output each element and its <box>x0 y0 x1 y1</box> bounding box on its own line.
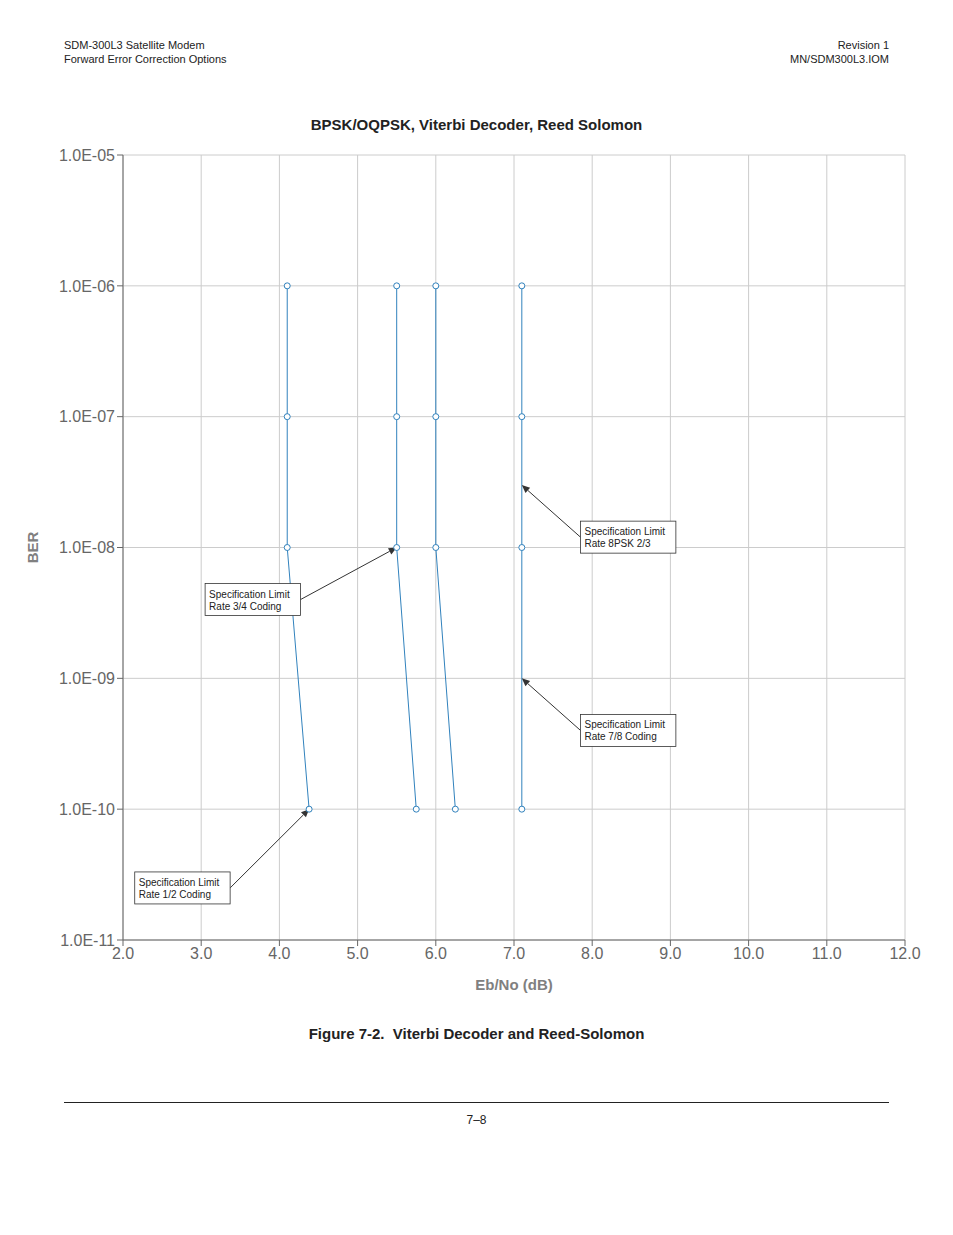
svg-text:3.0: 3.0 <box>190 945 212 962</box>
svg-text:11.0: 11.0 <box>812 945 842 962</box>
svg-text:5.0: 5.0 <box>346 945 368 962</box>
svg-text:8.0: 8.0 <box>581 945 603 962</box>
html-text:BPSK/OQPSK, Viterbi Decoder, R: BPSK/OQPSK, Viterbi Decoder, Reed Solomo… <box>310 116 643 133</box>
html-text:7–8: 7–8 <box>466 1113 487 1127</box>
svg-text:Specification LimitRate 1/2 Co: Specification LimitRate 1/2 Coding <box>139 877 220 900</box>
svg-text:BER: BER <box>24 531 41 563</box>
svg-text:Specification LimitRate 7/8 Co: Specification LimitRate 7/8 Coding <box>584 719 665 742</box>
svg-text:1.0E-05: 1.0E-05 <box>59 147 115 164</box>
html-text:Figure 7-2. Viterbi Decoder an: Figure 7-2. Viterbi Decoder and Reed-Sol… <box>308 1025 645 1042</box>
html-text:Revision 1: Revision 1 <box>837 39 889 51</box>
svg-text:Eb/No (dB): Eb/No (dB) <box>475 976 552 993</box>
svg-text:1.0E-08: 1.0E-08 <box>59 539 115 556</box>
svg-text:12.0: 12.0 <box>889 945 920 962</box>
svg-text:1.0E-07: 1.0E-07 <box>59 408 115 425</box>
svg-text:Specification LimitRate 8PSK 2: Specification LimitRate 8PSK 2/3 <box>584 526 665 549</box>
html-text:SDM-300L3 Satellite Modem: SDM-300L3 Satellite Modem <box>64 39 205 51</box>
svg-text:1.0E-11: 1.0E-11 <box>60 932 115 949</box>
svg-text:1.0E-10: 1.0E-10 <box>59 801 115 818</box>
svg-text:10.0: 10.0 <box>733 945 764 962</box>
svg-text:2.0: 2.0 <box>112 945 134 962</box>
svg-text:1.0E-06: 1.0E-06 <box>59 278 115 295</box>
svg-text:7.0: 7.0 <box>503 945 525 962</box>
html-text:MN/SDM300L3.IOM: MN/SDM300L3.IOM <box>790 53 889 65</box>
svg-text:6.0: 6.0 <box>425 945 447 962</box>
svg-text:4.0: 4.0 <box>268 945 290 962</box>
svg-text:1.0E-09: 1.0E-09 <box>59 670 115 687</box>
svg-text:Specification LimitRate 3/4 Co: Specification LimitRate 3/4 Coding <box>209 589 290 612</box>
html-text:Forward Error Correction Optio: Forward Error Correction Options <box>64 53 227 65</box>
svg-text:9.0: 9.0 <box>659 945 681 962</box>
